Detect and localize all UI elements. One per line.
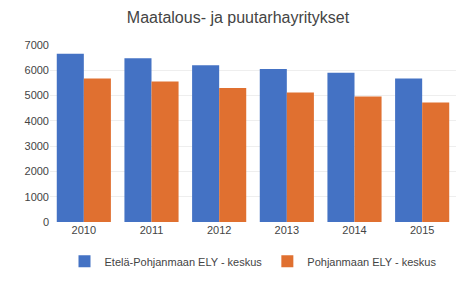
svg-text:1000: 1000	[25, 191, 49, 203]
svg-text:6000: 6000	[25, 64, 49, 76]
svg-text:2000: 2000	[25, 165, 49, 177]
svg-text:2014: 2014	[342, 224, 366, 236]
svg-text:2011: 2011	[140, 224, 164, 236]
svg-text:Etelä-Pohjanmaan ELY - keskus: Etelä-Pohjanmaan ELY - keskus	[105, 256, 263, 268]
svg-text:7000: 7000	[25, 39, 49, 51]
svg-text:2015: 2015	[410, 224, 434, 236]
svg-text:4000: 4000	[25, 115, 49, 127]
svg-text:5000: 5000	[25, 89, 49, 101]
svg-text:2010: 2010	[72, 224, 96, 236]
svg-text:0: 0	[43, 216, 49, 228]
svg-text:2013: 2013	[275, 224, 299, 236]
svg-text:Maatalous- ja puutarhayritykse: Maatalous- ja puutarhayritykset	[127, 9, 350, 26]
svg-text:Pohjanmaan ELY - keskus: Pohjanmaan ELY - keskus	[307, 256, 436, 268]
svg-text:2012: 2012	[207, 224, 231, 236]
svg-text:3000: 3000	[25, 140, 49, 152]
